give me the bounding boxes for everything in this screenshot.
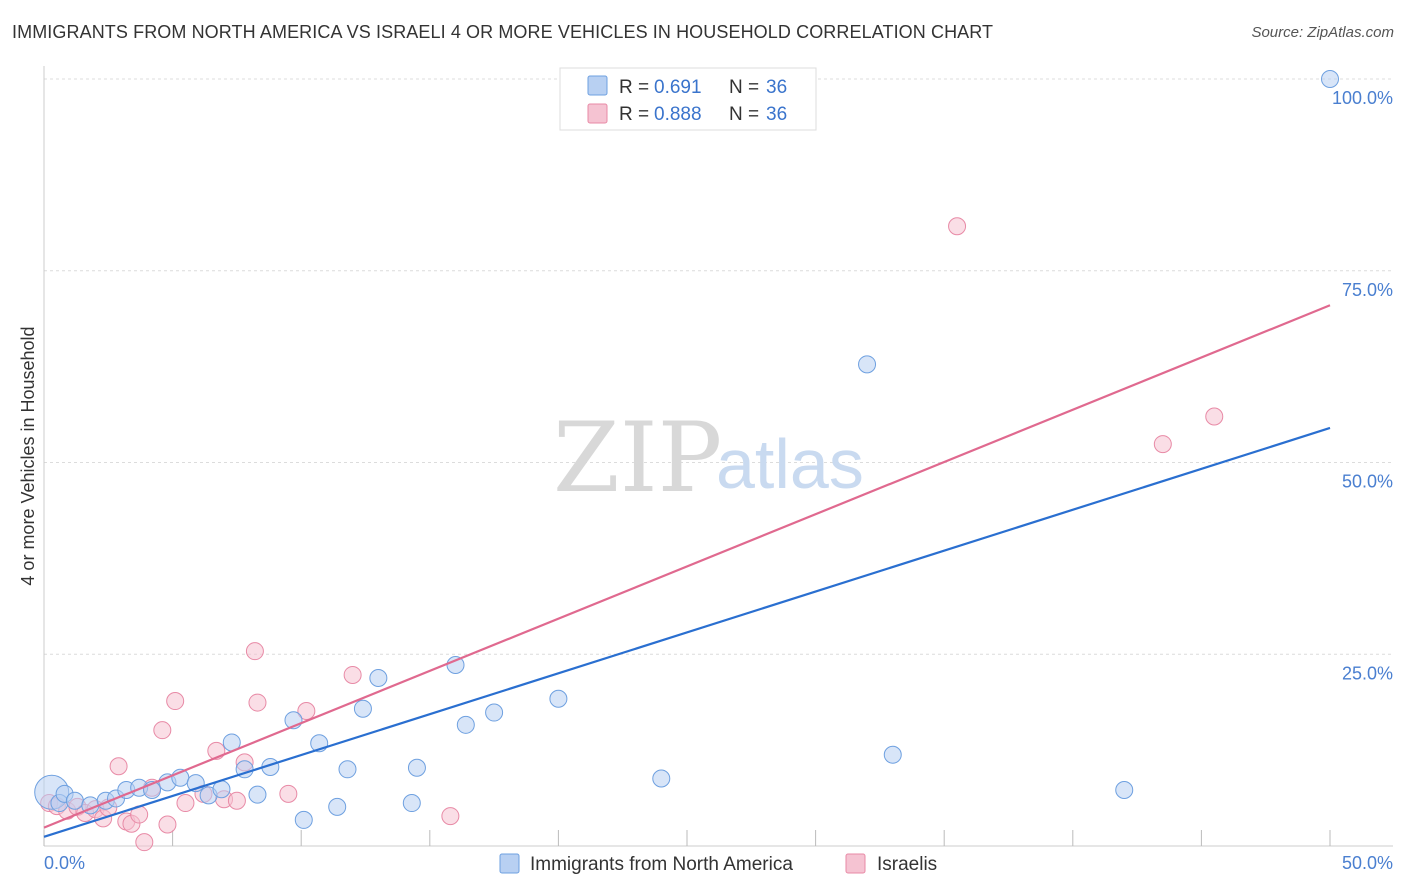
chart-title: IMMIGRANTS FROM NORTH AMERICA VS ISRAELI… xyxy=(12,22,994,42)
gridlines xyxy=(44,78,1393,655)
trend-lines xyxy=(43,304,1331,838)
y-tick-label-0: 25.0% xyxy=(1342,663,1393,683)
north-america-trend-line xyxy=(43,426,1331,838)
legend-r-label-2: R = xyxy=(619,104,649,125)
bottom-legend-label-israelis: Israelis xyxy=(877,854,937,875)
bottom-legend-swatch-israelis xyxy=(845,853,866,874)
israelis-point-31 xyxy=(1205,407,1224,426)
watermark-atlas: atlas xyxy=(716,425,864,503)
x-tick-label-min: 0.0% xyxy=(44,853,85,873)
israelis-point-14 xyxy=(153,721,172,740)
legend-r-label-1: R = xyxy=(619,77,649,98)
north-america-point-22 xyxy=(328,797,347,816)
north-america-point-3 xyxy=(65,791,84,810)
y-tick-label-1: 50.0% xyxy=(1342,472,1393,492)
legend-n-label-2: N = xyxy=(729,104,759,125)
watermark: ZIP atlas xyxy=(553,402,864,514)
north-america-point-27 xyxy=(407,758,426,777)
axes xyxy=(43,66,1393,847)
bottom-legend: Immigrants from North America Israelis xyxy=(499,853,937,875)
north-america-point-33 xyxy=(858,355,877,374)
bottom-legend-label-north-america: Immigrants from North America xyxy=(530,854,793,875)
north-america-point-17 xyxy=(248,785,267,804)
north-america-point-29 xyxy=(456,715,475,734)
y-tick-labels: 25.0% 50.0% 75.0% 100.0% xyxy=(1332,88,1393,683)
israelis-point-29 xyxy=(948,217,967,236)
legend-swatch-israelis xyxy=(587,103,608,124)
legend-n-value-2: 36 xyxy=(766,104,787,125)
legend-swatch-north-america xyxy=(587,75,608,96)
israelis-point-25 xyxy=(279,784,298,803)
north-america-point-20 xyxy=(294,810,313,829)
legend-r-value-2: 0.888 xyxy=(654,104,702,125)
north-america-point-25 xyxy=(369,669,388,688)
israelis-point-24 xyxy=(248,693,267,712)
chart-source: Source: ZipAtlas.com xyxy=(1251,24,1394,41)
legend-r-value-1: 0.691 xyxy=(654,77,702,98)
legend: R = 0.691 N = 36 R = 0.888 N = 36 xyxy=(559,67,817,131)
north-america-point-23 xyxy=(338,760,357,779)
north-america-point-32 xyxy=(652,769,671,788)
legend-n-value-1: 36 xyxy=(766,77,787,98)
north-america-point-36 xyxy=(1321,70,1339,88)
y-tick-label-3: 100.0% xyxy=(1332,88,1393,108)
y-tick-label-2: 75.0% xyxy=(1342,280,1393,300)
israelis-point-30 xyxy=(1153,435,1172,454)
israelis-trend-line xyxy=(43,304,1331,829)
israelis-point-27 xyxy=(343,665,362,684)
israelis-point-16 xyxy=(166,692,185,711)
north-america-point-30 xyxy=(485,703,504,722)
north-america-point-35 xyxy=(1115,781,1134,800)
north-america-point-34 xyxy=(883,745,902,764)
israelis-point-8 xyxy=(109,757,128,776)
data-points xyxy=(34,70,1339,852)
y-axis-label: 4 or more Vehicles in Household xyxy=(18,326,38,585)
israelis-point-28 xyxy=(441,807,460,826)
israelis-point-23 xyxy=(245,642,264,661)
north-america-point-24 xyxy=(353,699,372,718)
israelis-point-15 xyxy=(158,815,177,834)
north-america-point-31 xyxy=(549,689,568,708)
x-tick-label-max: 50.0% xyxy=(1342,853,1393,873)
legend-n-label-1: N = xyxy=(729,77,759,98)
bottom-legend-swatch-north-america xyxy=(499,853,520,874)
israelis-point-21 xyxy=(227,791,246,810)
israelis-point-17 xyxy=(176,794,195,813)
north-america-point-26 xyxy=(402,794,421,813)
israelis-point-12 xyxy=(135,833,154,852)
israelis-point-26 xyxy=(297,702,316,721)
watermark-zip: ZIP xyxy=(553,402,722,514)
